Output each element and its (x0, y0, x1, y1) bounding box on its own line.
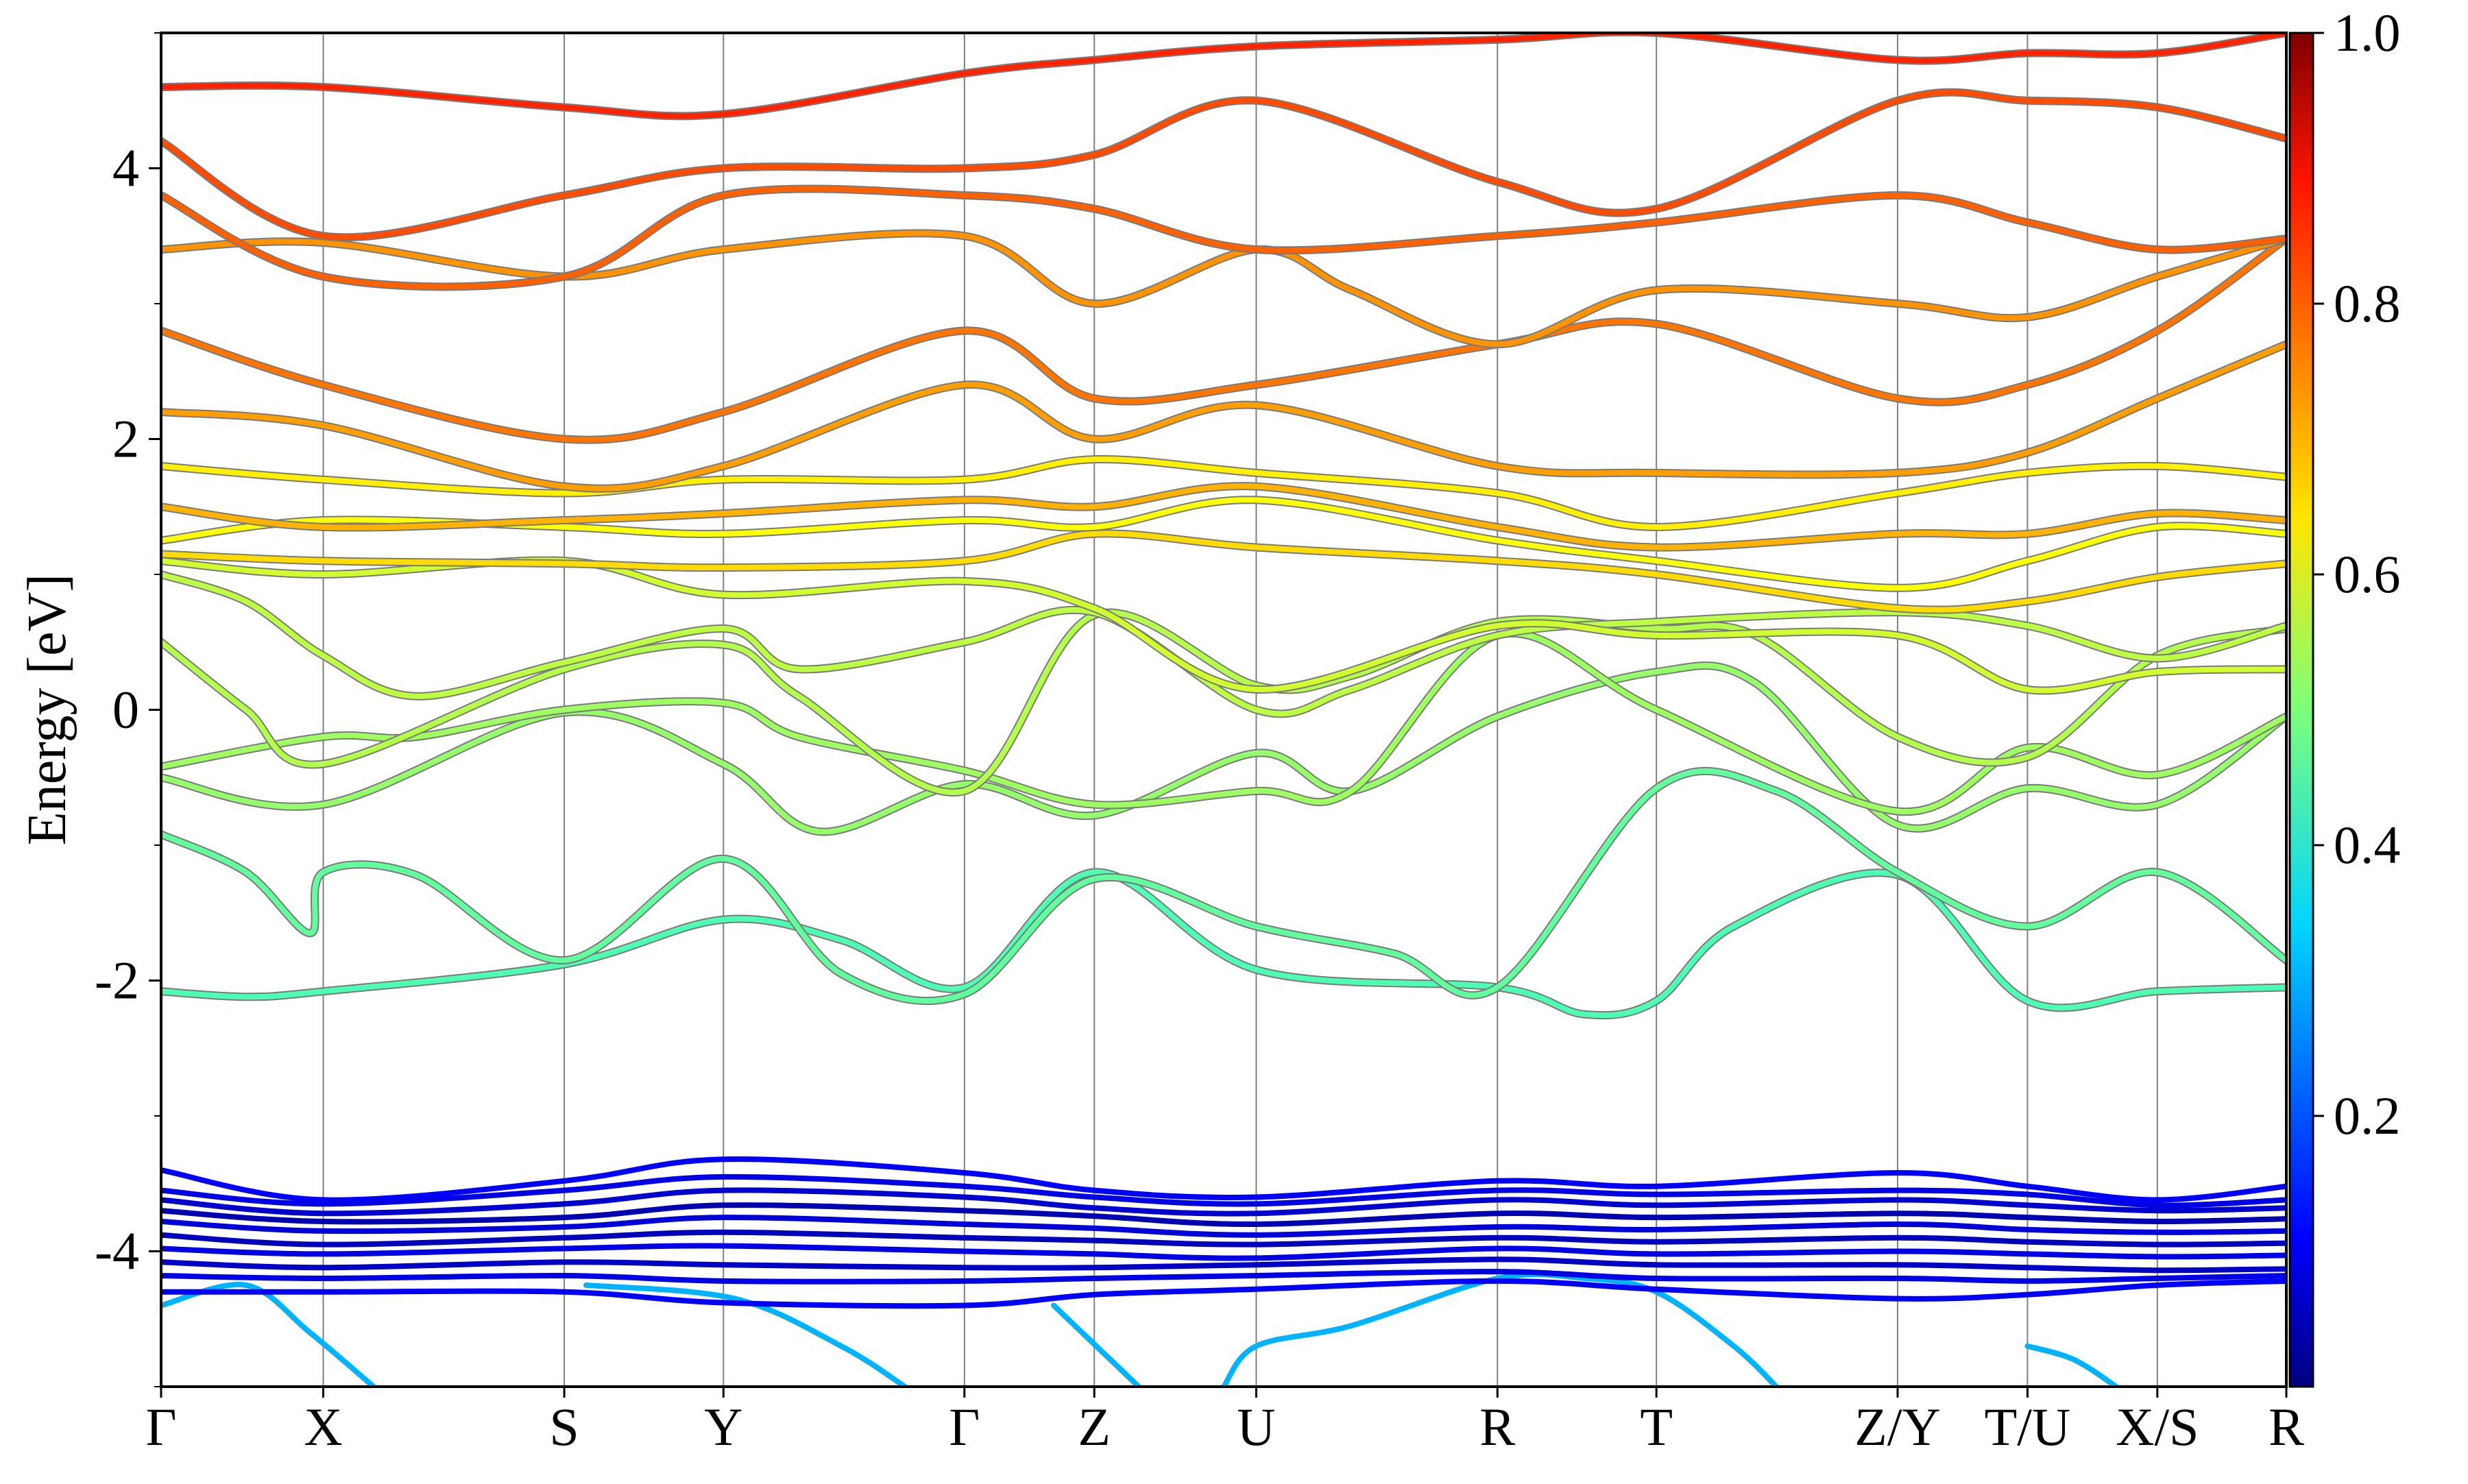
band-outline (161, 868, 2286, 1020)
band-line (161, 1173, 2286, 1208)
band-line (161, 663, 2286, 835)
y-tick-label: -2 (95, 951, 139, 1010)
band-line (1051, 1302, 1141, 1387)
x-tick-label: Z (1078, 1397, 1111, 1457)
band-line (161, 869, 2286, 1019)
colorbar-tick-label: 1.0 (2334, 3, 2401, 62)
band-line (161, 572, 2286, 717)
x-tick-label: T (1640, 1397, 1673, 1457)
band-outline (161, 482, 2286, 552)
band-line (161, 1202, 2286, 1228)
y-tick-label: 4 (112, 138, 139, 198)
band-line (161, 236, 2286, 443)
band-line (161, 1215, 2286, 1238)
band-line (161, 1229, 2286, 1248)
colorbar-tick-label: 0.6 (2334, 544, 2401, 604)
band-line (161, 456, 2286, 530)
x-tick-label: X (304, 1397, 342, 1457)
plot-frame (160, 32, 2288, 1388)
band-line (161, 1243, 2286, 1261)
band-line (161, 1282, 376, 1387)
y-axis-label: Energy [eV] (17, 574, 77, 845)
x-tick-label: S (549, 1397, 579, 1457)
y-axis: -4 -2 0 2 4 (95, 32, 161, 1387)
x-tick-label: R (2269, 1397, 2304, 1457)
colorbar-tick-label: 0.8 (2334, 273, 2401, 333)
x-tick-label: X/S (2116, 1397, 2199, 1457)
colorbar-tick-label: 0.2 (2334, 1086, 2401, 1145)
x-tick-label: Γ (949, 1397, 980, 1457)
x-tick-label: R (1479, 1397, 1515, 1457)
band-line (161, 89, 2286, 241)
band-line (2024, 1343, 2119, 1387)
x-tick-label: Γ (145, 1397, 176, 1457)
y-tick-label: 2 (112, 409, 139, 469)
y-tick-label: -4 (95, 1221, 139, 1281)
band-line (161, 609, 2286, 796)
band-outline (161, 766, 2286, 1006)
y-tick-label: 0 (112, 680, 139, 740)
band-line (161, 1187, 2286, 1217)
bands (161, 33, 2286, 1387)
x-tick-label: Z/Y (1854, 1397, 1941, 1457)
band-line (161, 1278, 2286, 1309)
colorbar-ticks: 0.2 0.4 0.6 0.8 1.0 (2313, 3, 2401, 1145)
band-line (161, 768, 2286, 1004)
band-line (161, 497, 2286, 591)
x-tick-label: T/U (1985, 1397, 2071, 1457)
band-line (161, 1256, 2286, 1274)
x-tick-label: U (1237, 1397, 1275, 1457)
band-line (161, 33, 2286, 119)
x-tick-label: Y (704, 1397, 742, 1457)
x-axis: Γ X S Y Γ Z U R T Z/Y T/U X/S R (145, 1387, 2304, 1457)
band-line (583, 1282, 908, 1387)
band-line (161, 1156, 2286, 1203)
band-line (161, 483, 2286, 550)
band-line (161, 631, 2286, 815)
band-line (161, 1269, 2286, 1285)
band-line (161, 341, 2286, 491)
band-line (161, 186, 2286, 290)
band-line (161, 531, 2286, 613)
colorbar (2288, 32, 2314, 1388)
colorbar-tick-label: 0.4 (2334, 815, 2401, 875)
